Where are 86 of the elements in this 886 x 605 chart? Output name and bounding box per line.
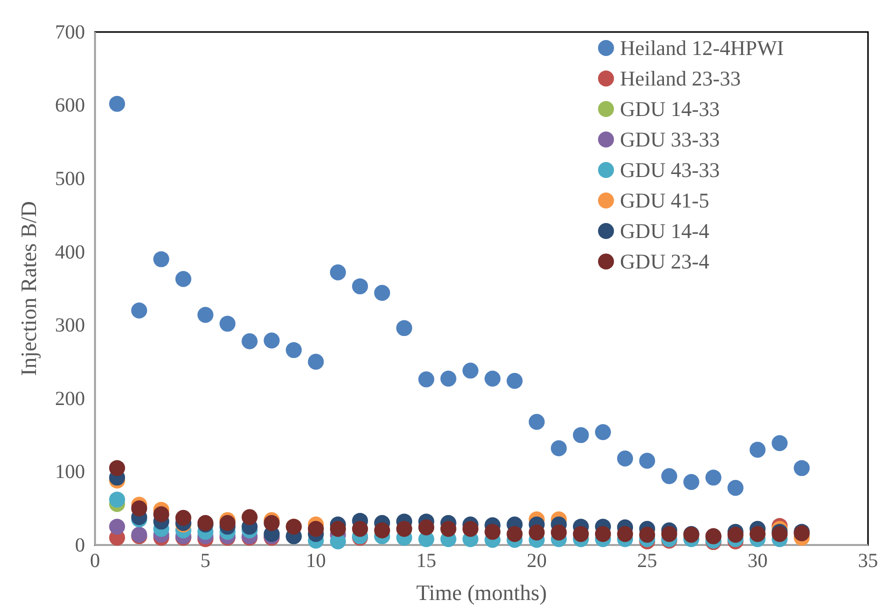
legend-label: GDU 33-33 bbox=[620, 128, 720, 152]
point bbox=[728, 480, 744, 496]
legend-label: GDU 43-33 bbox=[620, 158, 720, 182]
y-tick-label: 200 bbox=[55, 388, 85, 410]
point bbox=[484, 524, 501, 540]
point bbox=[175, 271, 192, 287]
point bbox=[572, 526, 589, 542]
legend-label: Heiland 23-33 bbox=[620, 66, 741, 90]
point bbox=[286, 342, 302, 358]
point bbox=[506, 372, 523, 389]
point bbox=[264, 515, 280, 531]
point bbox=[617, 450, 634, 466]
point bbox=[639, 452, 656, 469]
point bbox=[550, 524, 567, 541]
x-tick-label: 25 bbox=[637, 550, 658, 572]
point bbox=[131, 302, 148, 318]
point bbox=[661, 526, 678, 542]
point bbox=[418, 371, 434, 388]
x-tick-label: 15 bbox=[416, 550, 436, 572]
y-tick-label: 0 bbox=[75, 534, 85, 556]
point bbox=[550, 440, 567, 456]
x-tick-label: 0 bbox=[90, 550, 100, 572]
point bbox=[153, 251, 170, 268]
point bbox=[131, 500, 148, 516]
point bbox=[462, 520, 478, 537]
x-tick-label: 10 bbox=[306, 550, 326, 572]
point bbox=[572, 427, 589, 444]
point bbox=[308, 520, 324, 537]
point bbox=[109, 518, 126, 535]
point bbox=[330, 520, 346, 537]
y-tick-label: 600 bbox=[55, 94, 85, 117]
legend-label: GDU 23-4 bbox=[620, 250, 710, 274]
y-tick-label: 300 bbox=[55, 314, 85, 337]
point bbox=[109, 460, 126, 476]
point bbox=[352, 278, 368, 294]
point bbox=[220, 515, 236, 531]
x-tick-label: 30 bbox=[748, 550, 768, 572]
point bbox=[683, 474, 700, 490]
point bbox=[396, 520, 412, 537]
x-tick-label: 35 bbox=[858, 550, 878, 572]
point bbox=[197, 306, 214, 323]
point bbox=[220, 316, 236, 332]
point bbox=[594, 424, 611, 440]
point bbox=[484, 370, 501, 387]
y-tick-label: 100 bbox=[55, 461, 85, 484]
y-tick-label: 700 bbox=[55, 21, 85, 44]
legend-label: GDU 14-33 bbox=[620, 97, 720, 121]
point bbox=[242, 333, 258, 350]
y-tick-label: 400 bbox=[55, 241, 85, 264]
point bbox=[242, 509, 258, 526]
point bbox=[794, 460, 810, 476]
x-tick-label: 20 bbox=[526, 550, 547, 572]
point bbox=[418, 519, 434, 536]
point bbox=[528, 414, 545, 430]
point bbox=[330, 264, 346, 280]
point bbox=[308, 354, 324, 370]
point bbox=[750, 442, 766, 458]
point bbox=[109, 492, 126, 508]
legend-label: Heiland 12-4HPWI bbox=[620, 36, 784, 60]
point bbox=[705, 470, 722, 486]
point bbox=[661, 468, 678, 484]
point bbox=[506, 526, 523, 542]
point bbox=[440, 520, 456, 537]
point bbox=[772, 435, 788, 452]
y-tick-label: 500 bbox=[55, 168, 85, 190]
legend-label: GDU 41-5 bbox=[620, 188, 710, 212]
x-tick-label: 5 bbox=[200, 550, 210, 572]
point bbox=[153, 506, 170, 522]
point bbox=[264, 332, 280, 348]
x-axis-title: Time (months) bbox=[416, 580, 547, 605]
point bbox=[440, 370, 456, 387]
point bbox=[728, 526, 744, 543]
point bbox=[396, 320, 412, 336]
point bbox=[750, 526, 766, 542]
point bbox=[639, 526, 656, 543]
point bbox=[109, 96, 126, 112]
point bbox=[462, 362, 478, 379]
legend-label: GDU 14-4 bbox=[620, 219, 710, 243]
point bbox=[352, 520, 368, 537]
point bbox=[175, 510, 192, 526]
y-axis-title: Injection Rates B/D bbox=[16, 201, 41, 376]
point bbox=[374, 522, 390, 538]
point bbox=[617, 526, 634, 542]
point bbox=[528, 524, 545, 541]
point bbox=[594, 526, 611, 542]
point bbox=[374, 284, 390, 301]
